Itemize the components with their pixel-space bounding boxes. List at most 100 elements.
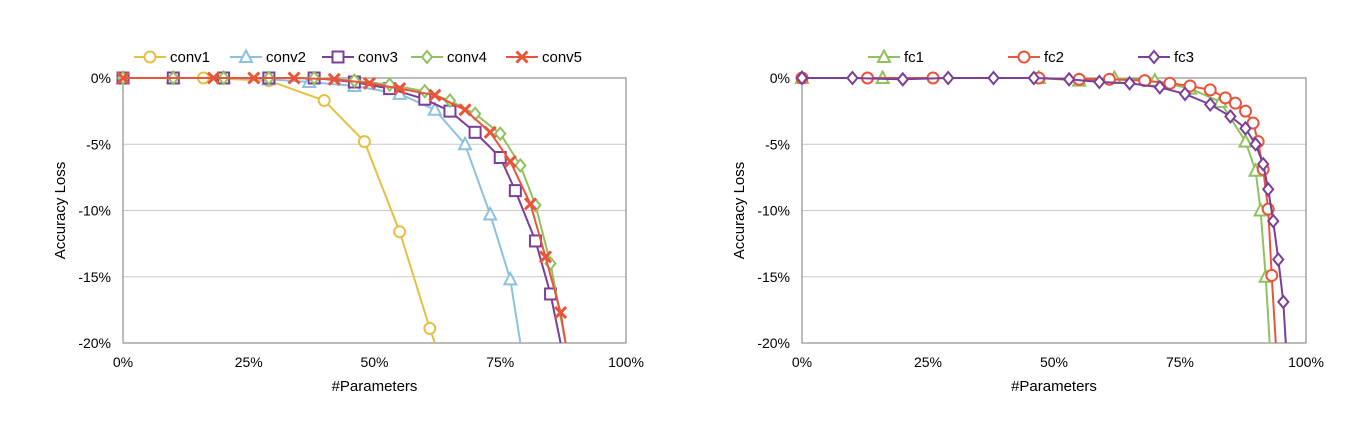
y-axis-label: Accuracy Loss (52, 162, 69, 260)
data-point (523, 197, 537, 211)
data-point (987, 70, 1000, 86)
chart-2: 0%-5%-10%-15%-20%0% 25% 50% 75% 100%#Paramet… (731, 48, 1324, 395)
series-fc1 (794, 70, 1274, 343)
data-point (896, 71, 910, 87)
data-point (1271, 251, 1285, 268)
marker-stroke (116, 71, 130, 85)
data-point (457, 135, 473, 151)
marker-stroke (554, 305, 568, 320)
x-tick-label: 0% (113, 354, 133, 370)
data-point (538, 250, 553, 264)
data-point (1265, 268, 1279, 282)
legend-label: conv1 (170, 49, 210, 66)
data-point (1246, 116, 1260, 130)
x-tick-label: 100% (608, 354, 644, 370)
data-point (428, 88, 442, 102)
data-point (1239, 120, 1252, 136)
legend-marker (143, 50, 157, 64)
marker-stroke (287, 71, 301, 85)
x-axis-label: #Parameters (1011, 378, 1097, 395)
legend-item-fc1: fc1 (868, 48, 924, 66)
data-point (1224, 108, 1237, 124)
legend-marker (876, 48, 892, 63)
data-point (468, 125, 482, 139)
data-point (1261, 181, 1275, 197)
marker-stroke (247, 71, 261, 85)
y-tick-label: -10% (757, 203, 790, 219)
x-tick-label: 25% (235, 354, 263, 370)
y-tick-label: -15% (78, 269, 111, 285)
data-point (493, 126, 507, 142)
marker-stroke (327, 72, 341, 86)
marker-stroke (538, 250, 553, 264)
series-conv5 (116, 71, 568, 343)
data-point (206, 71, 221, 85)
legend-marker (1147, 49, 1161, 65)
data-point (427, 101, 443, 116)
data-point (1123, 75, 1136, 91)
marker-stroke (515, 50, 529, 64)
legend-item-fc3: fc3 (1138, 49, 1194, 66)
legend-marker (420, 49, 434, 65)
data-point (1178, 86, 1192, 102)
x-tick-label: 75% (1166, 354, 1194, 370)
legend-label: conv2 (266, 49, 306, 66)
data-point (1256, 156, 1270, 172)
data-point (795, 70, 809, 86)
data-point (393, 225, 407, 239)
marker-stroke (428, 88, 442, 102)
data-point (941, 70, 955, 86)
y-tick-label: -5% (86, 136, 111, 152)
legend-marker (238, 48, 254, 63)
data-point (247, 71, 261, 85)
legend-label: conv3 (358, 49, 398, 66)
marker-stroke (362, 76, 377, 90)
data-point (1163, 76, 1177, 90)
y-tick-label: -20% (757, 335, 790, 351)
legend-label: conv5 (542, 49, 582, 66)
data-point (1266, 213, 1280, 229)
data-point (1027, 70, 1041, 86)
y-tick-label: 0% (770, 70, 790, 86)
data-point (393, 82, 407, 96)
data-point (423, 321, 437, 335)
legend-marker (515, 50, 529, 64)
y-tick-label: -20% (78, 335, 111, 351)
data-point (1249, 136, 1262, 152)
data-point (1062, 71, 1076, 87)
data-point (1239, 104, 1253, 118)
legend-label: fc2 (1044, 49, 1064, 66)
data-point (1228, 96, 1242, 110)
marker-stroke (503, 154, 517, 169)
x-tick-label: 50% (360, 354, 388, 370)
series-fc2 (795, 71, 1279, 343)
series-conv3 (116, 71, 562, 343)
x-axis-label: #Parameters (332, 378, 418, 395)
series-conv4 (116, 70, 567, 343)
data-point (483, 125, 497, 139)
data-point (1203, 83, 1217, 97)
legend-label: conv4 (447, 49, 487, 66)
legend-item-conv1: conv1 (134, 49, 210, 66)
data-point (482, 205, 498, 221)
data-point (317, 94, 331, 108)
series-conv2 (115, 70, 522, 343)
data-point (287, 71, 301, 85)
data-point (1277, 294, 1290, 310)
series-fc3 (795, 70, 1290, 343)
y-tick-label: -5% (765, 136, 790, 152)
marker-stroke (393, 82, 407, 96)
data-point (327, 72, 341, 86)
marker-stroke (206, 71, 221, 85)
data-point (1153, 79, 1167, 95)
data-point (514, 157, 527, 174)
legend-item-fc2: fc2 (1008, 49, 1064, 66)
x-tick-label: 25% (914, 354, 942, 370)
y-tick-label: 0% (91, 70, 111, 86)
data-point (357, 135, 371, 149)
legend-label: fc1 (904, 49, 924, 66)
legend-item-conv4: conv4 (411, 49, 487, 66)
y-tick-label: -10% (78, 203, 111, 219)
data-point (116, 71, 130, 85)
